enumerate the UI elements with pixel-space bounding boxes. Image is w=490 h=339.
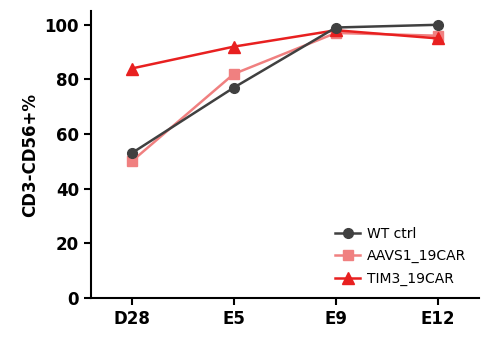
AAVS1_19CAR bbox=[129, 159, 135, 163]
WT ctrl bbox=[333, 25, 339, 29]
TIM3_19CAR bbox=[435, 36, 441, 40]
AAVS1_19CAR bbox=[333, 31, 339, 35]
Y-axis label: CD3-CD56+%: CD3-CD56+% bbox=[21, 93, 39, 217]
Line: WT ctrl: WT ctrl bbox=[127, 20, 443, 158]
TIM3_19CAR bbox=[333, 28, 339, 32]
WT ctrl bbox=[129, 151, 135, 155]
Line: AAVS1_19CAR: AAVS1_19CAR bbox=[127, 28, 443, 166]
TIM3_19CAR bbox=[231, 45, 237, 49]
WT ctrl bbox=[231, 86, 237, 90]
Line: TIM3_19CAR: TIM3_19CAR bbox=[126, 25, 443, 74]
WT ctrl bbox=[435, 23, 441, 27]
AAVS1_19CAR bbox=[435, 34, 441, 38]
TIM3_19CAR bbox=[129, 66, 135, 71]
AAVS1_19CAR bbox=[231, 72, 237, 76]
Legend: WT ctrl, AAVS1_19CAR, TIM3_19CAR: WT ctrl, AAVS1_19CAR, TIM3_19CAR bbox=[330, 221, 472, 291]
